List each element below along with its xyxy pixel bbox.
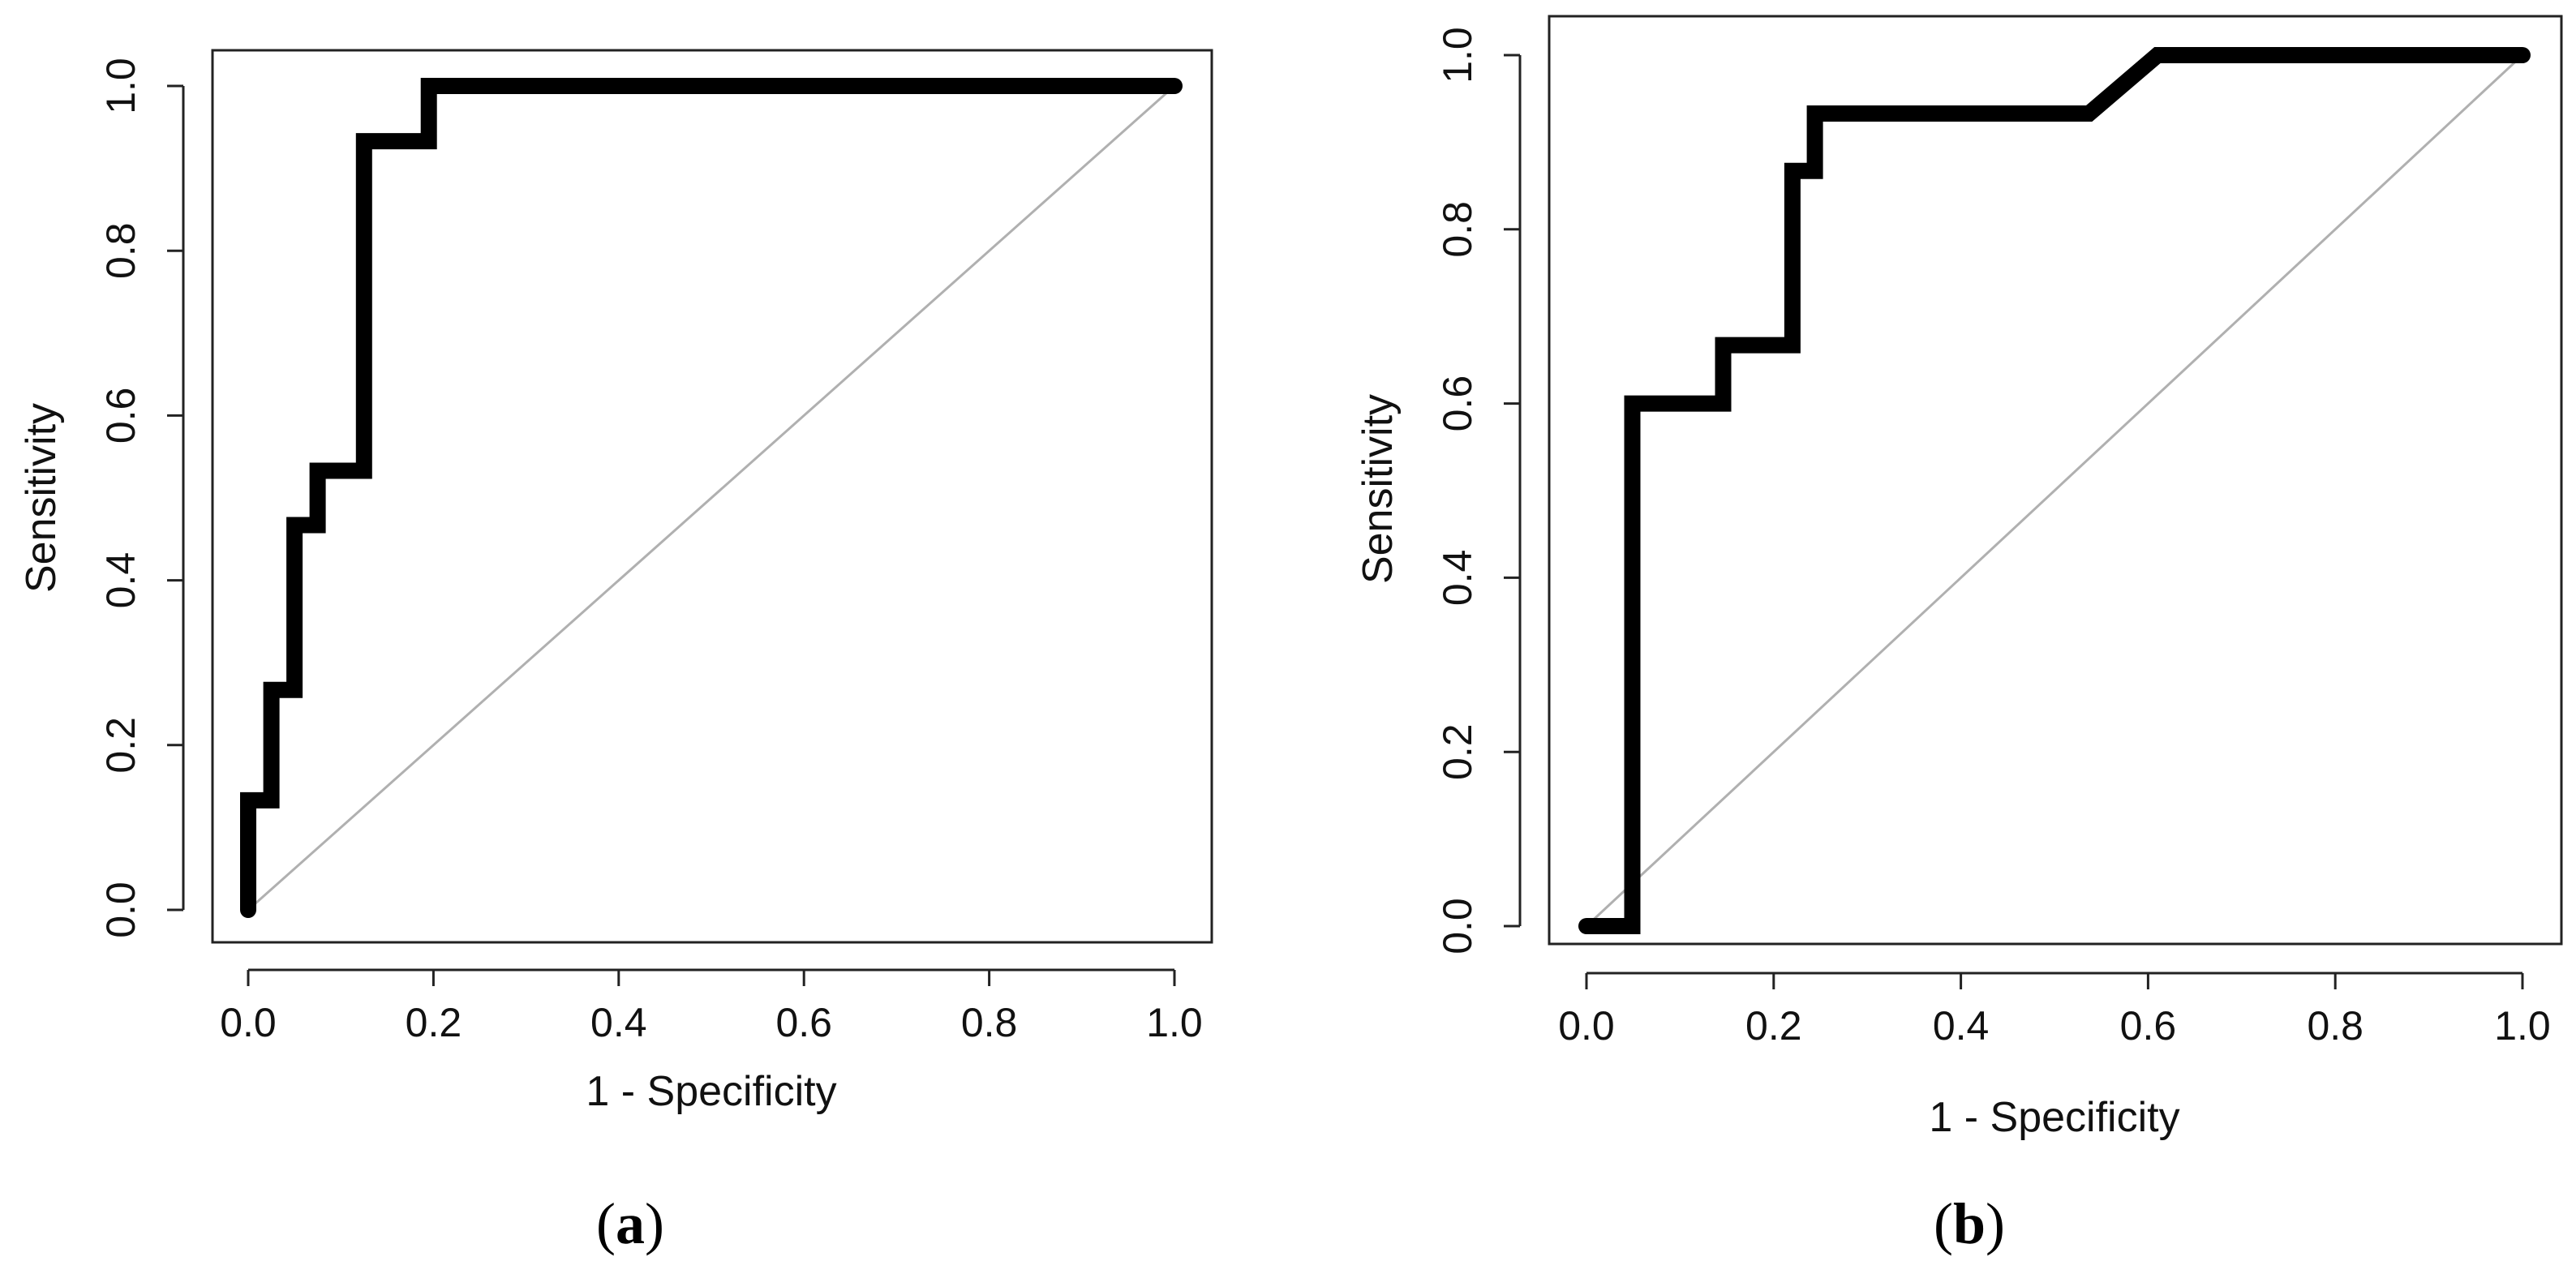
y-axis-title-b: Sensitivity [1355, 394, 1402, 584]
roc-curve-a [240, 78, 1183, 918]
reference-diagonal-b [1585, 54, 2524, 928]
y-tick-label-b-3: 0.6 [1435, 375, 1480, 432]
x-ticks-b: 0.0 0.2 0.4 0.6 0.8 1.0 [1558, 973, 2551, 1049]
x-tick-label-a-2: 0.4 [590, 1000, 647, 1045]
y-tick-label-b-4: 0.8 [1435, 201, 1480, 258]
plot-frame-a [211, 49, 1213, 944]
plot-frame-b [1548, 15, 2563, 946]
y-tick-label-a-1: 0.2 [98, 717, 144, 774]
y-tick-label-a-2: 0.4 [98, 552, 144, 609]
y-axis-title-a: Sensitivity [18, 403, 65, 593]
roc-panel-a: 0.0 0.2 0.4 0.6 0.8 1.0 0.0 0.2 0.4 0.6 0.8 1.0 1 … [18, 49, 1213, 1115]
y-tick-label-a-5: 1.0 [98, 58, 144, 114]
x-axis-title-a: 1 - Specificity [586, 1068, 836, 1115]
y-tick-label-b-1: 0.2 [1435, 723, 1480, 780]
x-tick-label-b-5: 1.0 [2494, 1003, 2551, 1049]
x-tick-label-a-5: 1.0 [1146, 1000, 1203, 1045]
roc-panel-b: 0.0 0.2 0.4 0.6 0.8 1.0 0.0 0.2 0.4 0.6 0.8 1.0 1 … [1355, 15, 2563, 1141]
y-tick-label-a-3: 0.6 [98, 388, 144, 444]
y-tick-label-b-0: 0.0 [1435, 898, 1480, 954]
panel-caption-b: (b) [1934, 1191, 2005, 1256]
x-tick-label-a-3: 0.6 [775, 1000, 832, 1045]
y-tick-label-a-4: 0.8 [98, 222, 144, 279]
panel-caption-a: (a) [596, 1191, 664, 1256]
y-tick-label-b-5: 1.0 [1435, 27, 1480, 84]
y-ticks-b: 0.0 0.2 0.4 0.6 0.8 1.0 [1435, 27, 1520, 954]
y-ticks-a: 0.0 0.2 0.4 0.6 0.8 1.0 [98, 58, 183, 938]
x-tick-label-b-1: 0.2 [1745, 1003, 1802, 1049]
x-tick-label-a-1: 0.2 [406, 1000, 462, 1045]
y-tick-label-a-0: 0.0 [98, 882, 144, 938]
x-tick-label-a-0: 0.0 [220, 1000, 277, 1045]
x-tick-label-b-2: 0.4 [1933, 1003, 1990, 1049]
x-ticks-a: 0.0 0.2 0.4 0.6 0.8 1.0 [220, 970, 1203, 1045]
x-tick-label-b-0: 0.0 [1558, 1003, 1615, 1049]
x-axis-title-b: 1 - Specificity [1929, 1094, 2179, 1141]
x-tick-label-b-4: 0.8 [2307, 1003, 2363, 1049]
x-tick-label-b-3: 0.6 [2120, 1003, 2177, 1049]
x-tick-label-a-4: 0.8 [961, 1000, 1018, 1045]
roc-curve-b [1578, 47, 2531, 934]
y-tick-label-b-2: 0.4 [1435, 550, 1480, 607]
reference-diagonal-a [247, 84, 1175, 912]
